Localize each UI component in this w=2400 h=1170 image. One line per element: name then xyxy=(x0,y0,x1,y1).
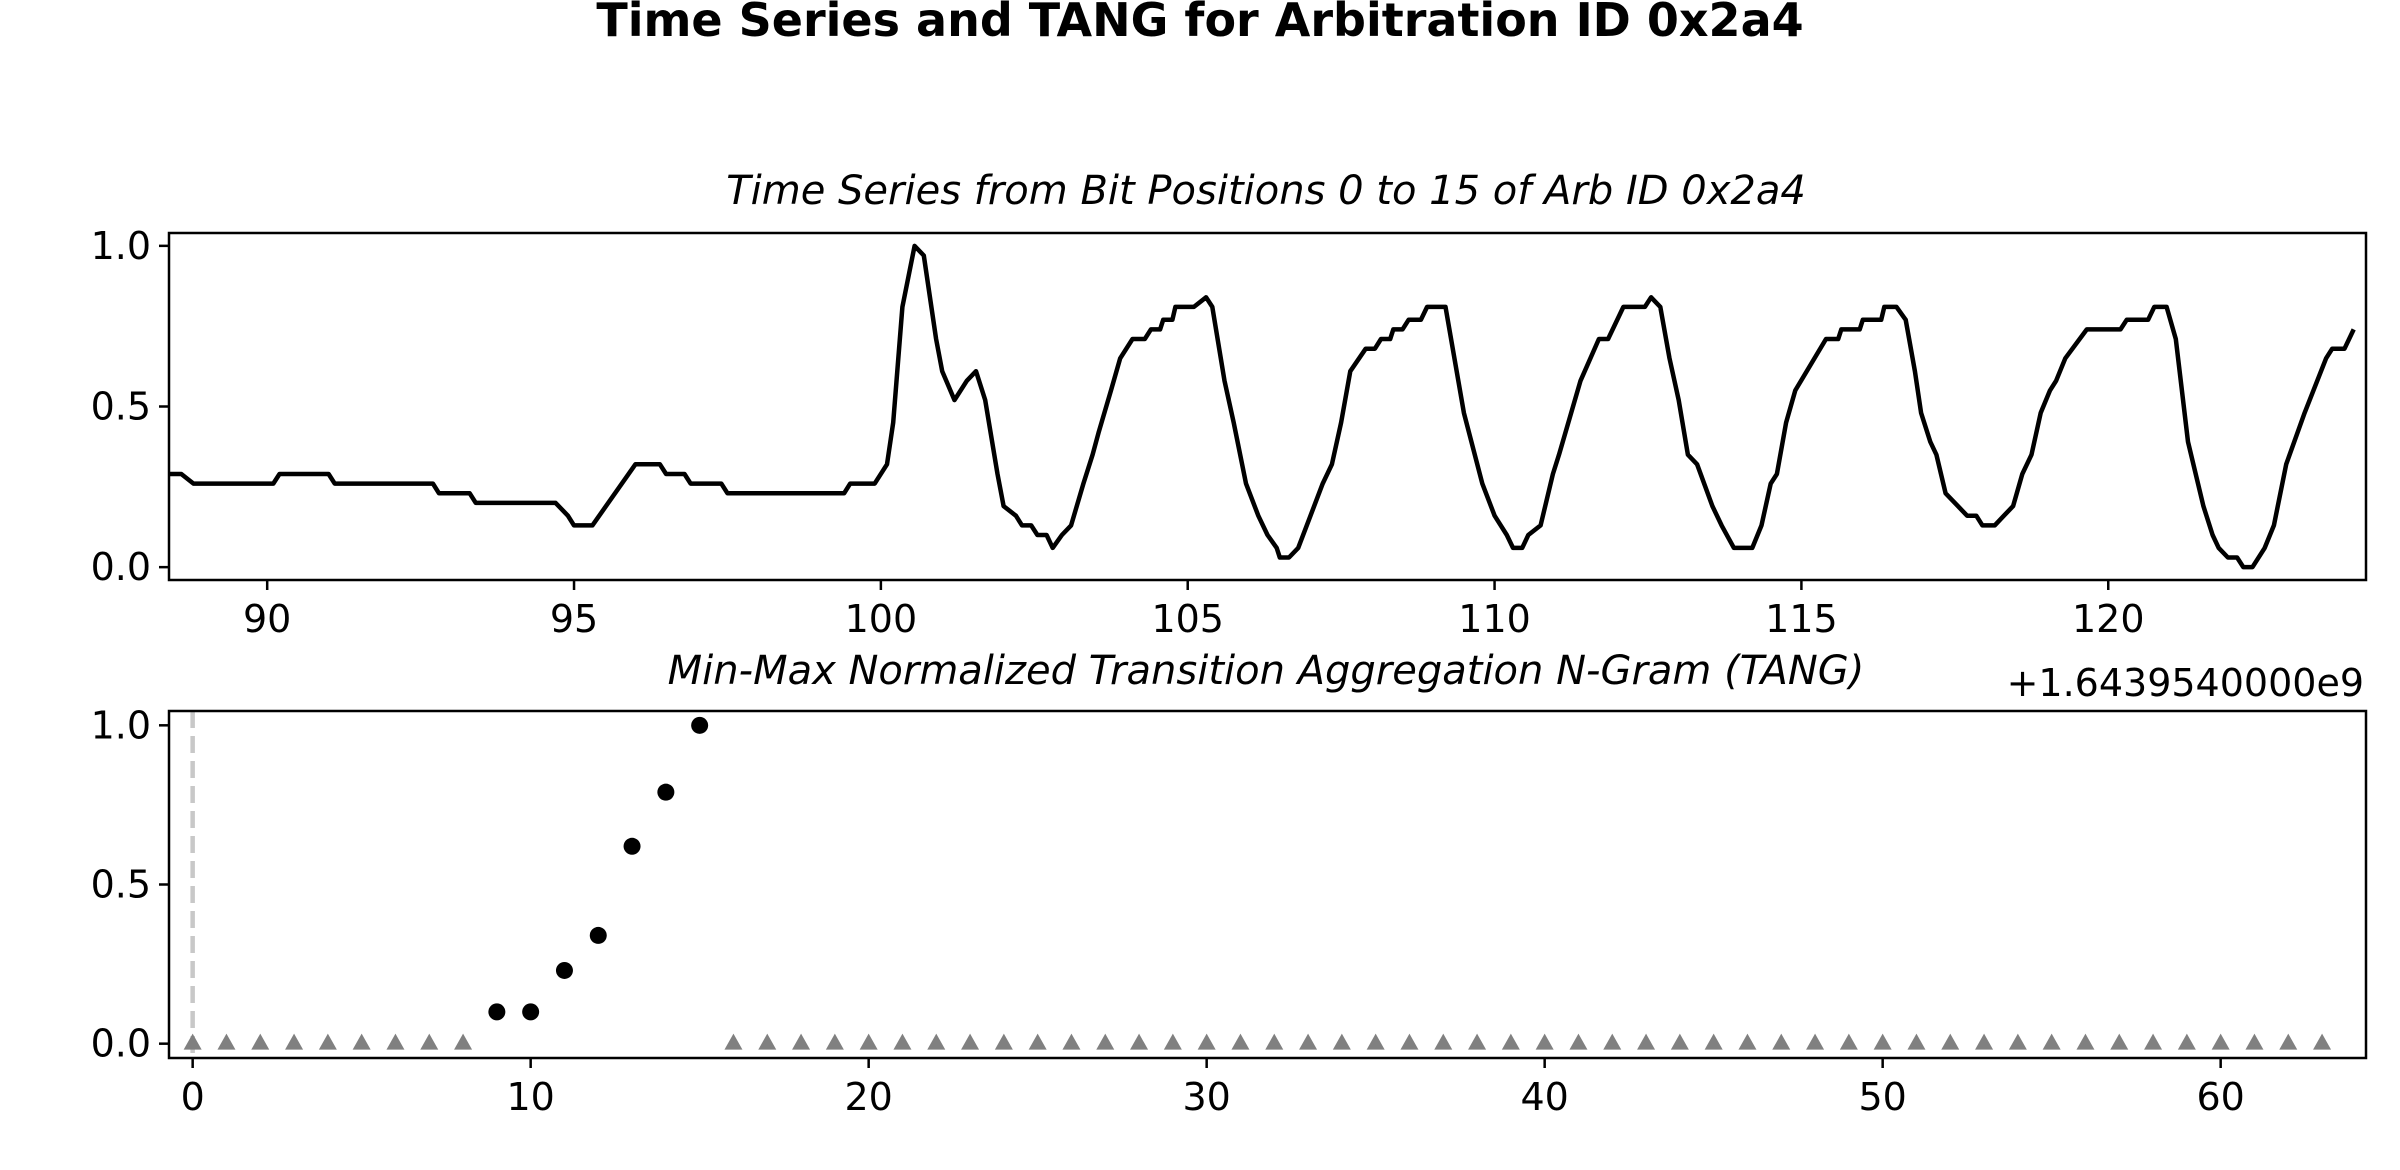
tang-frame xyxy=(167,709,2368,1060)
tang-zero-marker xyxy=(2177,1033,2196,1050)
tang-zero-marker xyxy=(1975,1033,1994,1050)
tang-zero-marker xyxy=(285,1033,304,1050)
tang-zero-marker xyxy=(1772,1033,1791,1050)
time-series-title: Time Series from Bit Positions 0 to 15 o… xyxy=(726,168,1806,214)
tang-axes: Min-Max Normalized Transition Aggregatio… xyxy=(91,648,2368,1119)
tang-zero-marker xyxy=(1197,1033,1216,1050)
tang-zero-marker xyxy=(1062,1033,1081,1050)
tang-zero-marker xyxy=(2279,1033,2298,1050)
tang-zero-marker xyxy=(1569,1033,1588,1050)
tang-x-tick-label: 10 xyxy=(506,1075,554,1119)
time-series-x-tick-label: 105 xyxy=(1151,597,1224,641)
tang-zero-marker xyxy=(893,1033,912,1050)
tang-zero-marker xyxy=(318,1033,337,1050)
tang-zero-marker xyxy=(1603,1033,1622,1050)
tang-zero-marker xyxy=(1873,1033,1892,1050)
tang-zero-marker xyxy=(1434,1033,1453,1050)
tang-zero-marker xyxy=(2211,1033,2230,1050)
tang-zero-marker xyxy=(994,1033,1013,1050)
time-series-x-tick-label: 90 xyxy=(243,597,291,641)
tang-zero-marker xyxy=(927,1033,946,1050)
tang-zero-marker xyxy=(1231,1033,1250,1050)
tang-point xyxy=(555,961,573,979)
time-series-ticks: 90 95 100 105 110 115 120 0.0 0.5 1.0 xyxy=(91,224,2145,641)
time-series-x-tick-label: 110 xyxy=(1458,597,1531,641)
tang-zero-marker xyxy=(859,1033,878,1050)
tang-point xyxy=(488,1003,506,1021)
tang-zero-marker xyxy=(2042,1033,2061,1050)
tang-zero-marker xyxy=(1738,1033,1757,1050)
tang-y-tick-label: 1.0 xyxy=(91,703,151,747)
tang-zero-marker xyxy=(454,1033,473,1050)
tang-zero-marker xyxy=(2245,1033,2264,1050)
tang-zero-marker xyxy=(1332,1033,1351,1050)
tang-point xyxy=(691,716,709,734)
tang-zero-marker xyxy=(758,1033,777,1050)
tang-x-tick-label: 50 xyxy=(1858,1075,1906,1119)
tang-zero-marker xyxy=(217,1033,236,1050)
tang-point xyxy=(657,783,675,801)
tang-zero-marker xyxy=(1637,1033,1656,1050)
tang-zero-marker xyxy=(1366,1033,1385,1050)
tang-zero-marker xyxy=(2144,1033,2163,1050)
tang-zero-marker xyxy=(2110,1033,2129,1050)
tang-zero-marker xyxy=(825,1033,844,1050)
tang-point xyxy=(623,837,641,855)
tang-zero-marker xyxy=(792,1033,811,1050)
tang-zero-marker xyxy=(961,1033,980,1050)
tang-zero-marker xyxy=(2008,1033,2027,1050)
tang-zero-marker xyxy=(2076,1033,2095,1050)
time-series-y-tick-label: 0.0 xyxy=(91,545,151,589)
tang-zero-marker xyxy=(352,1033,371,1050)
time-series-y-tick-label: 1.0 xyxy=(91,224,151,268)
time-series-line xyxy=(169,243,2356,570)
tang-zero-marker xyxy=(1839,1033,1858,1050)
tang-zero-marker xyxy=(420,1033,439,1050)
tang-zero-marker xyxy=(1941,1033,1960,1050)
time-series-x-tick-label: 115 xyxy=(1765,597,1838,641)
time-series-x-tick-label: 100 xyxy=(845,597,918,641)
time-series-y-tick-label: 0.5 xyxy=(91,385,151,429)
time-series-axes: Time Series from Bit Positions 0 to 15 o… xyxy=(91,168,2368,705)
time-series-frame xyxy=(167,231,2368,582)
tang-y-tick-label: 0.0 xyxy=(91,1022,151,1066)
tang-zero-marker xyxy=(183,1033,202,1050)
tang-zero-marker xyxy=(1670,1033,1689,1050)
tang-zero-marker xyxy=(2313,1033,2332,1050)
tang-x-tick-label: 20 xyxy=(844,1075,892,1119)
tang-zero-marker xyxy=(1806,1033,1825,1050)
tang-zero-marker xyxy=(1130,1033,1149,1050)
tang-zero-marker xyxy=(1501,1033,1520,1050)
tang-zero-marker xyxy=(1400,1033,1419,1050)
time-axis-offset-label: +1.6439540000e9 xyxy=(2007,661,2364,705)
time-series-x-tick-label: 120 xyxy=(2072,597,2145,641)
tang-points xyxy=(183,716,2332,1050)
tang-zero-marker xyxy=(386,1033,405,1050)
tang-ticks: 0 10 20 30 40 50 60 0.0 0.5 1.0 xyxy=(91,703,2245,1119)
tang-zero-marker xyxy=(1468,1033,1487,1050)
tang-zero-marker xyxy=(1535,1033,1554,1050)
tang-y-tick-label: 0.5 xyxy=(91,863,151,907)
tang-zero-marker xyxy=(1907,1033,1926,1050)
tang-zero-marker xyxy=(1096,1033,1115,1050)
time-series-x-tick-label: 95 xyxy=(550,597,598,641)
tang-x-tick-label: 60 xyxy=(2196,1075,2244,1119)
tang-title: Min-Max Normalized Transition Aggregatio… xyxy=(668,648,1865,694)
tang-zero-marker xyxy=(1265,1033,1284,1050)
tang-zero-marker xyxy=(724,1033,743,1050)
tang-zero-marker xyxy=(1299,1033,1318,1050)
tang-x-tick-label: 40 xyxy=(1520,1075,1568,1119)
tang-point xyxy=(589,926,607,944)
tang-x-tick-label: 30 xyxy=(1182,1075,1230,1119)
tang-point xyxy=(522,1003,540,1021)
tang-zero-marker xyxy=(251,1033,270,1050)
figure-title: Time Series and TANG for Arbitration ID … xyxy=(596,0,1803,47)
tang-zero-marker xyxy=(1704,1033,1723,1050)
tang-zero-marker xyxy=(1028,1033,1047,1050)
tang-zero-marker xyxy=(1163,1033,1182,1050)
tang-x-tick-label: 0 xyxy=(181,1075,205,1119)
